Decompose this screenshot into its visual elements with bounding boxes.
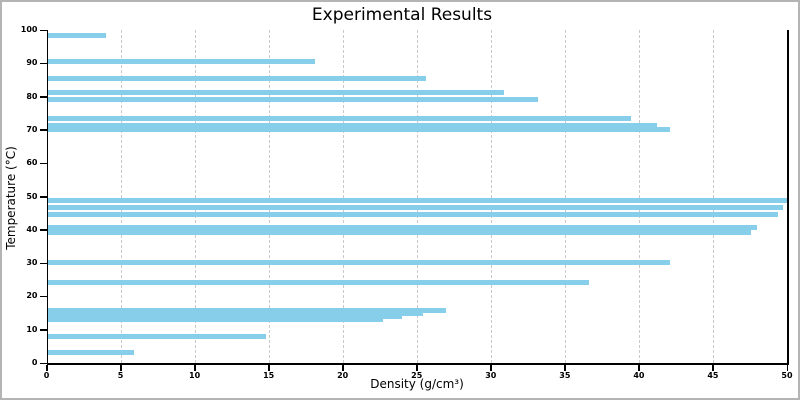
x-tick (712, 364, 714, 371)
y-tick (39, 295, 47, 298)
gridline (638, 30, 640, 363)
x-tick-label: 40 (633, 371, 645, 380)
y-tick (39, 96, 47, 98)
x-tick (268, 364, 270, 371)
bar (47, 307, 447, 313)
y-tick-label: 50 (26, 191, 38, 201)
y-tick (39, 362, 47, 364)
x-tick (194, 364, 196, 371)
y-tick-label: 30 (26, 258, 38, 268)
bar (47, 58, 315, 64)
left-spine (46, 30, 48, 363)
x-tick-label: 0 (43, 371, 50, 380)
bar (47, 310, 423, 316)
x-tick-label: 20 (337, 371, 349, 380)
bar (47, 116, 632, 122)
y-tick (39, 229, 47, 231)
x-tick-label: 15 (263, 371, 275, 380)
x-tick (46, 364, 48, 371)
y-tick (39, 29, 47, 31)
y-tick (39, 129, 47, 131)
right-spine (787, 30, 789, 363)
bar (47, 123, 657, 129)
x-tick (490, 364, 492, 371)
gridline (564, 30, 566, 363)
x-tick (342, 364, 344, 371)
bar (47, 90, 505, 96)
y-tick-label: 10 (26, 324, 38, 334)
y-tick (39, 329, 47, 331)
bar (47, 333, 266, 339)
x-axis-label: Density (g/cm³) (370, 377, 464, 391)
x-tick-label: 45 (707, 371, 719, 380)
bar (47, 225, 758, 231)
x-tick (786, 364, 788, 371)
gridline (194, 30, 196, 363)
gridline (416, 30, 418, 363)
bar (47, 317, 383, 323)
bar (47, 260, 670, 266)
gridline (490, 30, 492, 363)
y-tick-label: 20 (26, 291, 38, 301)
bar (47, 33, 106, 39)
gridline (268, 30, 270, 363)
x-tick-label: 50 (781, 371, 793, 380)
bar (47, 212, 779, 218)
y-tick (39, 262, 47, 265)
bar (47, 198, 787, 204)
gridline (342, 30, 344, 363)
gridline (712, 30, 714, 363)
y-tick-label: 100 (20, 25, 38, 34)
y-tick-label: 90 (26, 58, 38, 68)
bar (47, 126, 670, 132)
x-tick-label: 5 (117, 371, 124, 380)
x-tick-label: 30 (485, 371, 497, 380)
y-tick (39, 162, 47, 165)
bar (47, 76, 426, 82)
y-tick (39, 196, 47, 198)
bar (47, 97, 539, 103)
y-tick-label: 60 (26, 158, 38, 168)
x-tick-label: 10 (189, 371, 201, 380)
y-tick-label: 0 (31, 358, 38, 367)
chart-title: Experimental Results (311, 5, 493, 25)
x-tick (564, 364, 566, 371)
bar (47, 314, 402, 320)
bar (47, 205, 783, 211)
y-tick-label: 40 (26, 224, 38, 234)
x-tick-label: 25 (411, 371, 423, 380)
x-tick (416, 364, 418, 371)
x-tick (120, 364, 122, 371)
y-tick-label: 80 (26, 91, 38, 101)
bar (47, 229, 752, 235)
bottom-spine (46, 363, 789, 365)
gridline (120, 30, 122, 363)
y-tick (39, 62, 47, 65)
bar (47, 280, 589, 286)
y-tick-label: 70 (26, 124, 38, 134)
bar (47, 350, 134, 356)
x-tick (638, 364, 640, 371)
x-tick-label: 35 (559, 371, 571, 380)
